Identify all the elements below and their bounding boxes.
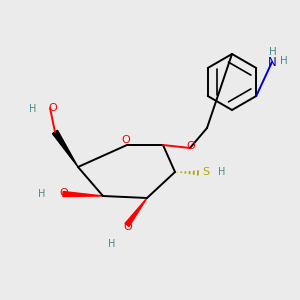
Text: H: H [38,189,46,199]
Polygon shape [63,191,103,196]
Text: H: H [218,167,226,177]
Text: H: H [280,56,288,66]
Text: O: O [49,103,57,113]
Text: H: H [29,104,37,114]
Text: O: O [187,141,195,151]
Text: H: H [269,47,277,57]
Text: N: N [268,56,276,68]
Text: O: O [122,135,130,145]
Text: O: O [124,222,132,232]
Text: S: S [202,167,210,177]
Polygon shape [52,130,78,167]
Polygon shape [125,198,147,226]
Text: O: O [60,188,68,198]
Text: H: H [108,239,116,249]
